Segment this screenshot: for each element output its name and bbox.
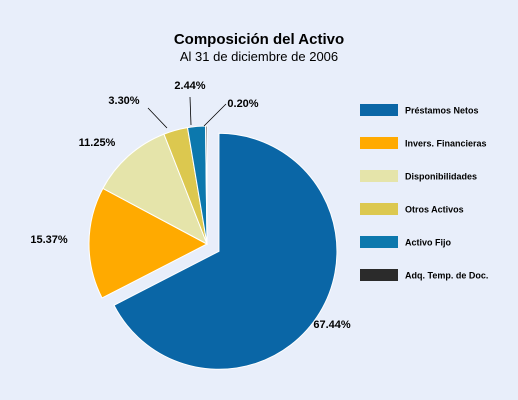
chart-title: Composición del Activo (174, 31, 344, 48)
legend: Préstamos Netos Invers. Financieras Dispon… (360, 104, 488, 281)
legend-swatch-disponibilidades (360, 170, 398, 182)
leader-line-otros-activos (147, 107, 168, 129)
slice-adq-temp-de-doc (205, 125, 208, 245)
slice-labels: 67.44% 15.37% 11.25% 3.30% 2.44% 0.20% (30, 80, 351, 331)
legend-swatch-invers-financieras (360, 137, 398, 149)
legend-swatch-prestamos-netos (360, 104, 398, 116)
slice-disponibilidades (102, 133, 208, 246)
chart-subtitle: Al 31 de diciembre de 2006 (180, 49, 338, 64)
slice-label-prestamos-netos: 67.44% (313, 319, 351, 331)
legend-label-otros-activos: Otros Activos (405, 205, 464, 215)
legend-swatch-otros-activos (360, 203, 398, 215)
leader-line-adq-temp-de-doc (203, 103, 227, 127)
pie-slices (88, 125, 338, 370)
legend-label-disponibilidades: Disponibilidades (405, 172, 477, 182)
slice-label-invers-financieras: 15.37% (30, 234, 68, 246)
legend-label-invers-financieras: Invers. Financieras (405, 139, 487, 149)
slice-label-activo-fijo: 2.44% (174, 80, 205, 92)
legend-label-prestamos-netos: Préstamos Netos (405, 106, 479, 116)
slice-label-disponibilidades: 11.25% (79, 137, 116, 149)
legend-swatch-activo-fijo (360, 236, 398, 248)
label-leader-lines (147, 96, 227, 129)
legend-label-activo-fijo: Activo Fijo (405, 238, 452, 248)
slice-invers-financieras (88, 187, 209, 299)
legend-label-adq-temp-de-doc: Adq. Temp. de Doc. (405, 271, 488, 281)
legend-swatch-adq-temp-de-doc (360, 269, 398, 281)
slice-label-otros-activos: 3.30% (108, 95, 139, 107)
slice-prestamos-netos (113, 132, 338, 370)
leader-line-activo-fijo (189, 96, 192, 126)
slice-label-adq-temp-de-doc: 0.20% (227, 98, 258, 110)
